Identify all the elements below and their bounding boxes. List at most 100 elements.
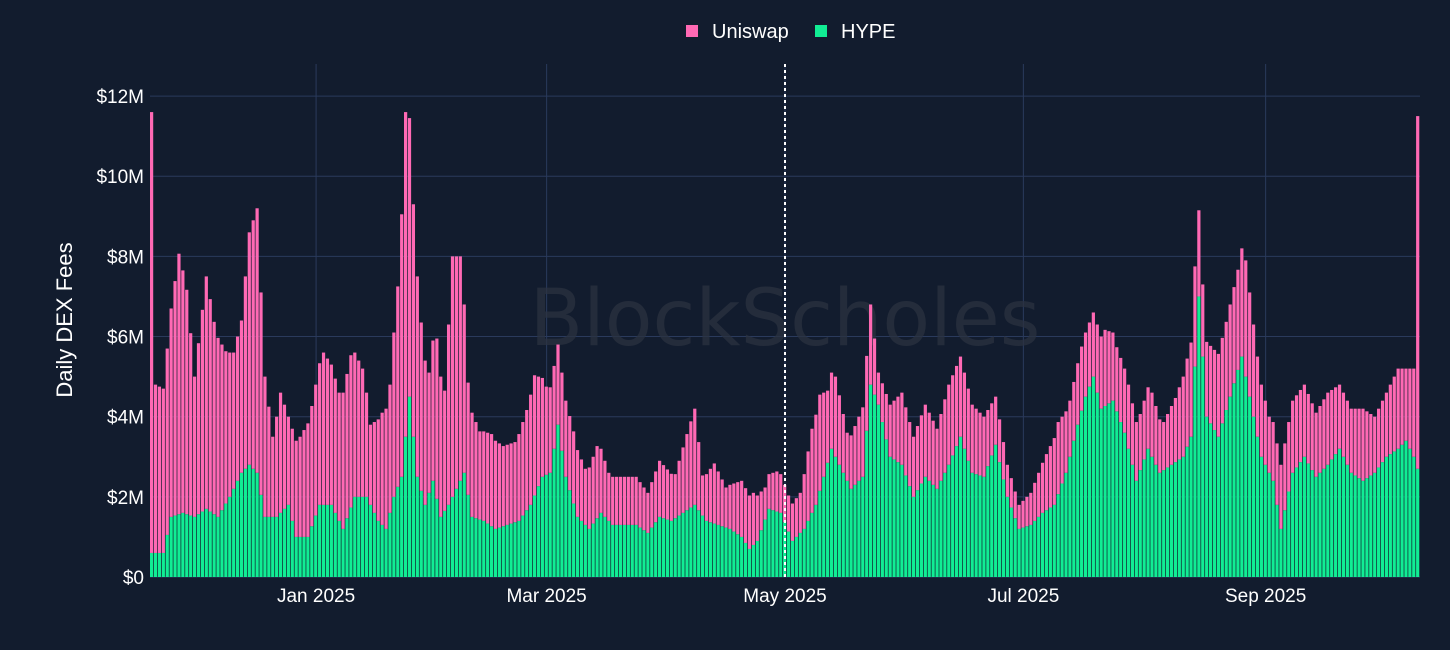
bar-uniswap[interactable]: [1169, 406, 1174, 465]
bar-hype[interactable]: [681, 512, 685, 577]
bar-hype[interactable]: [1330, 459, 1334, 577]
bar-uniswap[interactable]: [650, 482, 654, 528]
bar-uniswap[interactable]: [814, 414, 818, 505]
bar-uniswap[interactable]: [443, 390, 447, 511]
bar-uniswap[interactable]: [1330, 389, 1334, 460]
bar-hype[interactable]: [454, 488, 459, 577]
bar-uniswap[interactable]: [235, 336, 240, 481]
bar-uniswap[interactable]: [736, 482, 740, 535]
bar-uniswap[interactable]: [521, 422, 525, 516]
bar-hype[interactable]: [548, 472, 552, 577]
bar-hype[interactable]: [302, 536, 306, 577]
bar-hype[interactable]: [1103, 406, 1107, 577]
bar-hype[interactable]: [271, 516, 275, 577]
bar-hype[interactable]: [532, 495, 537, 577]
bar-uniswap[interactable]: [665, 469, 670, 520]
bar-hype[interactable]: [439, 516, 443, 577]
bar-uniswap[interactable]: [224, 351, 228, 504]
bar-hype[interactable]: [251, 468, 255, 577]
bar-uniswap[interactable]: [458, 256, 462, 481]
bar-uniswap[interactable]: [396, 286, 400, 487]
bar-hype[interactable]: [954, 446, 959, 577]
bar-hype[interactable]: [364, 496, 369, 577]
bar-hype[interactable]: [1138, 470, 1142, 577]
bar-uniswap[interactable]: [1326, 392, 1330, 465]
bar-uniswap[interactable]: [622, 476, 627, 525]
bar-uniswap[interactable]: [1408, 368, 1412, 449]
bar-hype[interactable]: [658, 516, 662, 577]
bar-hype[interactable]: [407, 396, 412, 577]
bar-uniswap[interactable]: [1283, 443, 1287, 511]
bar-uniswap[interactable]: [1095, 324, 1099, 393]
bar-uniswap[interactable]: [1040, 462, 1045, 513]
bar-hype[interactable]: [857, 480, 861, 577]
bar-uniswap[interactable]: [1119, 357, 1123, 423]
bar-uniswap[interactable]: [1107, 331, 1111, 404]
bar-hype[interactable]: [388, 512, 392, 577]
bar-uniswap[interactable]: [259, 292, 263, 495]
bar-uniswap[interactable]: [404, 112, 408, 437]
bar-uniswap[interactable]: [1123, 368, 1127, 433]
bar-hype[interactable]: [1208, 423, 1213, 577]
bar-uniswap[interactable]: [517, 434, 521, 521]
bar-hype[interactable]: [540, 476, 544, 577]
bar-uniswap[interactable]: [392, 332, 396, 497]
bar-uniswap[interactable]: [1220, 337, 1224, 424]
bar-hype[interactable]: [853, 484, 857, 577]
bar-hype[interactable]: [1123, 432, 1127, 577]
bar-hype[interactable]: [173, 515, 177, 577]
bar-hype[interactable]: [411, 436, 416, 577]
bar-uniswap[interactable]: [673, 474, 677, 519]
bar-uniswap[interactable]: [1341, 392, 1346, 457]
bar-hype[interactable]: [224, 503, 228, 577]
bar-uniswap[interactable]: [298, 436, 302, 537]
bar-uniswap[interactable]: [294, 440, 298, 537]
bar-hype[interactable]: [232, 488, 236, 577]
bar-uniswap[interactable]: [349, 355, 353, 508]
bar-uniswap[interactable]: [361, 368, 365, 497]
bar-hype[interactable]: [192, 516, 197, 577]
bar-hype[interactable]: [986, 466, 990, 577]
bar-uniswap[interactable]: [1369, 414, 1373, 476]
bar-hype[interactable]: [728, 528, 732, 577]
bar-uniswap[interactable]: [1048, 446, 1052, 508]
bar-hype[interactable]: [1060, 483, 1064, 577]
bar-uniswap[interactable]: [200, 309, 205, 512]
bar-hype[interactable]: [1115, 411, 1119, 577]
bar-uniswap[interactable]: [337, 392, 341, 521]
bar-hype[interactable]: [1259, 456, 1263, 577]
bar-uniswap[interactable]: [935, 428, 939, 489]
bar-hype[interactable]: [708, 522, 713, 577]
bar-uniswap[interactable]: [1396, 368, 1400, 449]
bar-uniswap[interactable]: [228, 352, 232, 497]
bar-uniswap[interactable]: [1033, 482, 1037, 521]
bar-uniswap[interactable]: [1228, 304, 1232, 397]
bar-hype[interactable]: [1392, 451, 1396, 577]
bar-uniswap[interactable]: [1412, 368, 1416, 457]
bar-uniswap[interactable]: [970, 404, 974, 473]
bar-hype[interactable]: [978, 475, 982, 577]
bar-hype[interactable]: [732, 531, 736, 577]
bar-hype[interactable]: [896, 462, 900, 577]
bar-hype[interactable]: [849, 488, 853, 577]
bar-uniswap[interactable]: [1271, 422, 1275, 481]
bar-uniswap[interactable]: [501, 446, 505, 527]
bar-uniswap[interactable]: [1337, 384, 1342, 449]
bar-hype[interactable]: [263, 516, 267, 577]
bar-hype[interactable]: [415, 476, 419, 577]
bar-uniswap[interactable]: [1373, 416, 1377, 473]
bar-uniswap[interactable]: [1005, 464, 1009, 497]
bar-hype[interactable]: [1056, 494, 1060, 577]
bar-uniswap[interactable]: [724, 487, 728, 528]
bar-uniswap[interactable]: [802, 474, 806, 529]
bar-uniswap[interactable]: [310, 406, 314, 527]
bar-hype[interactable]: [1271, 480, 1275, 577]
bar-uniswap[interactable]: [470, 412, 474, 517]
bar-hype[interactable]: [630, 524, 634, 577]
bar-hype[interactable]: [525, 510, 529, 577]
bar-uniswap[interactable]: [720, 479, 724, 527]
bar-hype[interactable]: [536, 486, 541, 577]
bar-hype[interactable]: [478, 519, 482, 577]
bar-uniswap[interactable]: [841, 414, 845, 473]
bar-hype[interactable]: [1201, 356, 1205, 577]
